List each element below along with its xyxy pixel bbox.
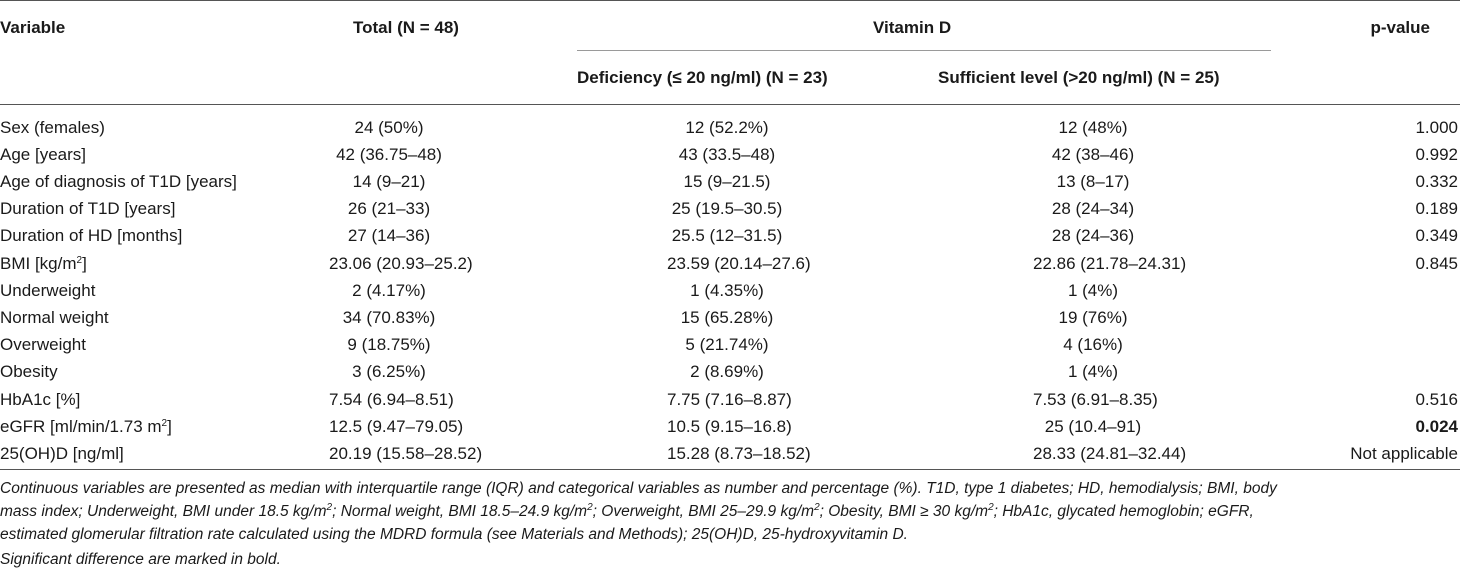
p-value-cell: 0.349 bbox=[1415, 226, 1458, 245]
table-row: Duration of T1D [years] 26 (21–33) 25 (1… bbox=[0, 195, 1460, 222]
footnote-line: estimated glomerular filtration rate cal… bbox=[0, 526, 908, 543]
sufficient-cell: 28 (24–34) bbox=[1051, 199, 1135, 218]
header-bottom-rule bbox=[0, 104, 1460, 105]
p-value-cell: 0.845 bbox=[1415, 254, 1458, 273]
p-value-cell: 1.000 bbox=[1415, 118, 1458, 137]
variable-cell: Age [years] bbox=[0, 145, 86, 164]
total-cell: 20.19 (15.58–28.52) bbox=[329, 444, 483, 463]
deficiency-cell: 23.59 (20.14–27.6) bbox=[667, 254, 811, 273]
table-row: Sex (females) 24 (50%) 12 (52.2%) 12 (48… bbox=[0, 114, 1460, 141]
table-row: BMI [kg/m2] 23.06 (20.93–25.2) 23.59 (20… bbox=[0, 250, 1460, 277]
variable-cell: 25(OH)D [ng/ml] bbox=[0, 444, 124, 463]
sufficient-cell: 12 (48%) bbox=[1058, 118, 1128, 137]
deficiency-cell: 5 (21.74%) bbox=[685, 335, 769, 354]
total-cell: 14 (9–21) bbox=[352, 172, 426, 191]
total-cell: 23.06 (20.93–25.2) bbox=[329, 254, 473, 273]
header-variable: Variable bbox=[0, 18, 66, 37]
variable-cell: Overweight bbox=[0, 335, 86, 354]
variable-cell: Sex (females) bbox=[0, 118, 105, 137]
total-cell: 34 (70.83%) bbox=[342, 308, 436, 327]
sufficient-cell: 42 (38–46) bbox=[1051, 145, 1135, 164]
total-cell: 24 (50%) bbox=[354, 118, 424, 137]
table-row: Overweight 9 (18.75%) 5 (21.74%) 4 (16%) bbox=[0, 331, 1460, 358]
vitamin-d-span-rule bbox=[577, 50, 1271, 51]
sufficient-cell: 1 (4%) bbox=[1067, 362, 1119, 381]
header-deficiency: Deficiency (≤ 20 ng/ml) (N = 23) bbox=[577, 68, 828, 87]
total-cell: 42 (36.75–48) bbox=[336, 145, 442, 164]
sufficient-cell: 22.86 (21.78–24.31) bbox=[1033, 254, 1187, 273]
variable-cell: eGFR [ml/min/1.73 m2] bbox=[0, 417, 172, 436]
variable-cell: Obesity bbox=[0, 362, 58, 381]
total-cell: 3 (6.25%) bbox=[352, 362, 426, 381]
total-cell: 12.5 (9.47–79.05) bbox=[329, 417, 464, 436]
sufficient-cell: 25 (10.4–91) bbox=[1044, 417, 1142, 436]
p-value-cell: 0.189 bbox=[1415, 199, 1458, 218]
variable-cell: Duration of T1D [years] bbox=[0, 199, 176, 218]
variable-cell: Age of diagnosis of T1D [years] bbox=[0, 172, 237, 191]
footnote-significance: Significant difference are marked in bol… bbox=[0, 551, 281, 568]
deficiency-cell: 15.28 (8.73–18.52) bbox=[667, 444, 811, 463]
p-value-cell: 0.516 bbox=[1415, 390, 1458, 409]
table-top-rule bbox=[0, 0, 1460, 1]
deficiency-cell: 1 (4.35%) bbox=[690, 281, 764, 300]
footnote-line: Continuous variables are presented as me… bbox=[0, 480, 1277, 497]
deficiency-cell: 12 (52.2%) bbox=[685, 118, 769, 137]
sufficient-cell: 4 (16%) bbox=[1063, 335, 1123, 354]
deficiency-cell: 25.5 (12–31.5) bbox=[671, 226, 783, 245]
total-cell: 2 (4.17%) bbox=[352, 281, 426, 300]
deficiency-cell: 15 (65.28%) bbox=[680, 308, 774, 327]
header-sufficient: Sufficient level (>20 ng/ml) (N = 25) bbox=[938, 68, 1220, 87]
deficiency-cell: 7.75 (7.16–8.87) bbox=[667, 390, 792, 409]
total-cell: 26 (21–33) bbox=[347, 199, 431, 218]
deficiency-cell: 43 (33.5–48) bbox=[678, 145, 776, 164]
total-cell: 27 (14–36) bbox=[347, 226, 431, 245]
deficiency-cell: 15 (9–21.5) bbox=[683, 172, 771, 191]
deficiency-cell: 10.5 (9.15–16.8) bbox=[667, 417, 792, 436]
table-row: Duration of HD [months] 27 (14–36) 25.5 … bbox=[0, 222, 1460, 249]
sufficient-cell: 13 (8–17) bbox=[1056, 172, 1130, 191]
table-row: HbA1c [%] 7.54 (6.94–8.51) 7.75 (7.16–8.… bbox=[0, 386, 1460, 413]
header-p-value: p-value bbox=[1370, 18, 1430, 37]
table-bottom-rule bbox=[0, 469, 1460, 470]
p-value-cell: 0.992 bbox=[1415, 145, 1458, 164]
table-row: Normal weight 34 (70.83%) 15 (65.28%) 19… bbox=[0, 304, 1460, 331]
sufficient-cell: 28.33 (24.81–32.44) bbox=[1033, 444, 1187, 463]
sufficient-cell: 19 (76%) bbox=[1058, 308, 1128, 327]
variable-cell: HbA1c [%] bbox=[0, 390, 81, 409]
table-row: 25(OH)D [ng/ml] 20.19 (15.58–28.52) 15.2… bbox=[0, 440, 1460, 467]
p-value-cell-significant: 0.024 bbox=[1415, 417, 1458, 436]
table-row: eGFR [ml/min/1.73 m2] 12.5 (9.47–79.05) … bbox=[0, 413, 1460, 440]
deficiency-cell: 2 (8.69%) bbox=[690, 362, 764, 381]
deficiency-cell: 25 (19.5–30.5) bbox=[671, 199, 783, 218]
p-value-cell: Not applicable bbox=[1350, 444, 1458, 463]
table-row: Age of diagnosis of T1D [years] 14 (9–21… bbox=[0, 168, 1460, 195]
variable-cell: Duration of HD [months] bbox=[0, 226, 183, 245]
variable-cell: BMI [kg/m2] bbox=[0, 254, 87, 273]
sufficient-cell: 1 (4%) bbox=[1067, 281, 1119, 300]
table-row: Underweight 2 (4.17%) 1 (4.35%) 1 (4%) bbox=[0, 277, 1460, 304]
total-cell: 9 (18.75%) bbox=[347, 335, 431, 354]
sufficient-cell: 28 (24–36) bbox=[1051, 226, 1135, 245]
table-row: Obesity 3 (6.25%) 2 (8.69%) 1 (4%) bbox=[0, 358, 1460, 385]
p-value-cell: 0.332 bbox=[1415, 172, 1458, 191]
header-vitamin-d: Vitamin D bbox=[873, 18, 952, 37]
table-row: Age [years] 42 (36.75–48) 43 (33.5–48) 4… bbox=[0, 141, 1460, 168]
total-cell: 7.54 (6.94–8.51) bbox=[329, 390, 454, 409]
variable-cell: Underweight bbox=[0, 281, 96, 300]
footnote-line: mass index; Underweight, BMI under 18.5 … bbox=[0, 502, 1254, 521]
header-total: Total (N = 48) bbox=[353, 18, 459, 37]
variable-cell: Normal weight bbox=[0, 308, 109, 327]
sufficient-cell: 7.53 (6.91–8.35) bbox=[1033, 390, 1158, 409]
